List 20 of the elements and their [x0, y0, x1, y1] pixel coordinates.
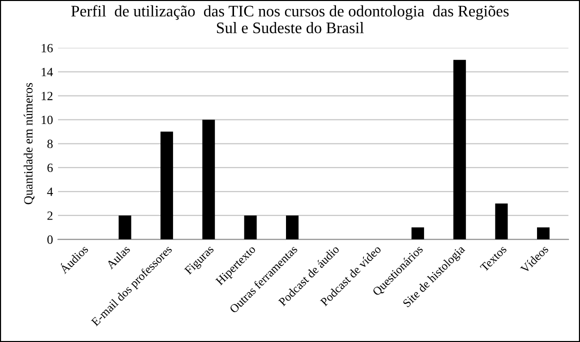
bar	[412, 227, 424, 240]
y-tick-label: 16	[42, 44, 53, 52]
bar	[118, 215, 132, 240]
y-tick-label: 10	[42, 116, 53, 124]
y-tick-label: 14	[42, 68, 53, 76]
bar	[495, 203, 508, 240]
y-tick-label: 4	[47, 188, 53, 196]
y-tick-label: 12	[42, 92, 52, 100]
chart-title: Perfil de utilização das TIC nos cursos de odontologia das Regiões Sul e Sudeste do Brasil	[71, 5, 509, 34]
bar	[286, 215, 299, 240]
bar	[537, 227, 550, 240]
bar	[244, 215, 257, 240]
y-tick-label: 8	[47, 140, 53, 148]
bar	[202, 120, 215, 240]
y-axis-title: Quantidade em números	[24, 83, 34, 204]
y-tick-label: 6	[47, 164, 53, 172]
bar	[160, 132, 174, 240]
bar	[453, 60, 466, 240]
y-tick-label: 2	[47, 212, 52, 220]
y-tick-label: 0	[47, 235, 53, 244]
